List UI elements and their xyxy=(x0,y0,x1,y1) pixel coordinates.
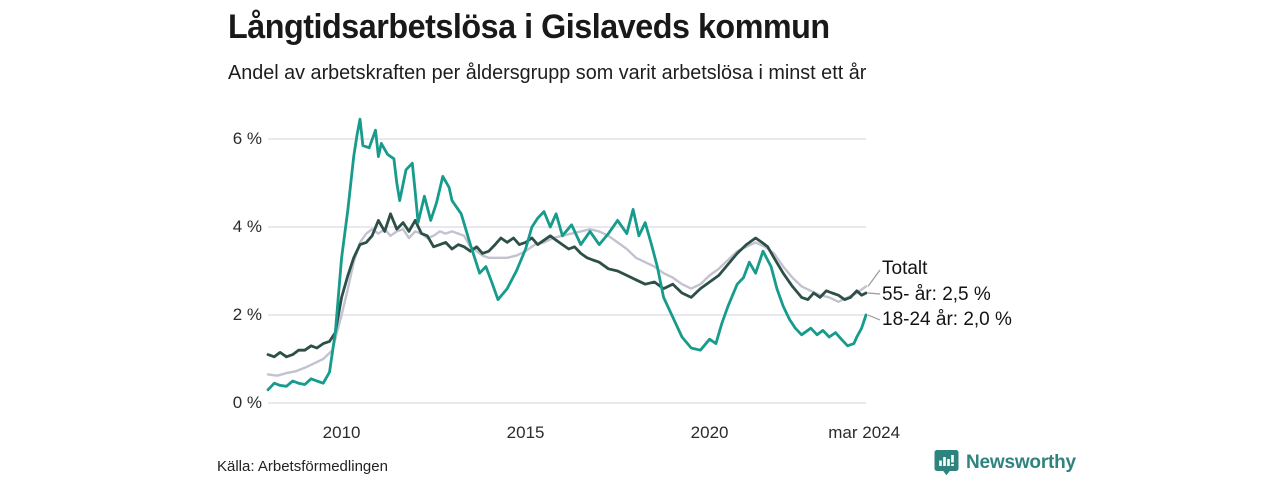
x-axis-tick-2020: 2020 xyxy=(690,423,729,442)
y-axis-tick-0: 0 % xyxy=(232,393,262,412)
x-axis-tick-2015: 2015 xyxy=(506,423,545,442)
legend-label-55-ar: 55- år: 2,5 % xyxy=(882,284,991,305)
x-axis-tick-mar-2024: mar 2024 xyxy=(828,423,901,442)
brand-logo: Newsworthy xyxy=(934,449,1076,476)
legend-connector xyxy=(867,292,881,295)
series-line-55-r xyxy=(266,212,868,359)
chart-subtitle: Andel av arbetskraften per åldersgrupp s… xyxy=(228,62,867,84)
series-line-18-24-r xyxy=(266,117,868,392)
y-axis-tick-2: 2 % xyxy=(232,305,262,324)
y-axis-tick-4: 4 % xyxy=(232,217,262,236)
legend-label-totalt: Totalt xyxy=(882,258,928,279)
x-axis-tick-2010: 2010 xyxy=(322,423,361,442)
source-note: Källa: Arbetsförmedlingen xyxy=(217,458,388,475)
series-line-totalt xyxy=(266,227,868,377)
legend-connector xyxy=(867,314,881,321)
page-title: Långtidsarbetslösa i Gislaveds kommun xyxy=(228,8,830,46)
y-axis-tick-6: 6 % xyxy=(232,129,262,148)
newsworthy-speech-bubble-chart-icon xyxy=(934,449,959,476)
legend-label-18-24-ar: 18-24 år: 2,0 % xyxy=(882,309,1012,330)
legend-connector xyxy=(867,269,881,287)
brand-name: Newsworthy xyxy=(966,451,1076,473)
